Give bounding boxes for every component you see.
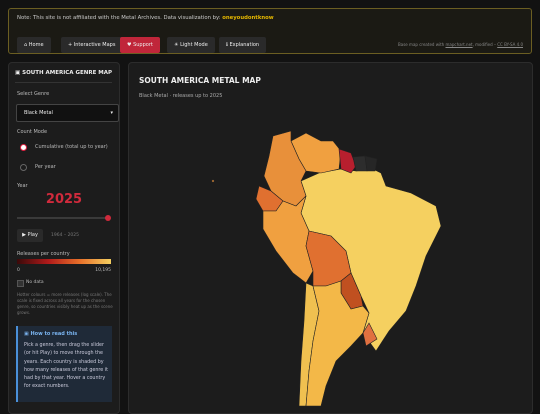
link[interactable]: mapchart.net <box>445 42 473 47</box>
banner-note: Note: This site is not affiliated with t… <box>17 15 274 21</box>
t: Black Metal <box>24 110 53 116</box>
label: Count Mode <box>17 129 48 135</box>
genre-select[interactable]: Black Metal ▾ <box>16 104 119 122</box>
credit: Base map created with mapchart.net, modi… <box>398 42 523 47</box>
no-data-swatch <box>17 280 24 287</box>
nav-light[interactable]: ☀ Light Mode <box>167 37 215 53</box>
radio-label: Cumulative (total up to year) <box>35 144 108 150</box>
label: Year <box>17 183 28 189</box>
main-panel: SOUTH AMERICA METAL MAP Black Metal · re… <box>128 62 533 414</box>
t: , modified – <box>472 42 496 47</box>
author-link[interactable]: oneyoudontknow <box>222 15 274 21</box>
link[interactable]: CC BY-SA 4.0 <box>497 42 523 47</box>
map <box>211 130 442 407</box>
suriname[interactable] <box>352 155 368 172</box>
label: Explanation <box>229 42 260 48</box>
label: Releases per country <box>17 251 70 257</box>
legend-max: 10,195 <box>95 268 111 273</box>
sidebar: ▣ SOUTH AMERICA GENRE MAP Select Genre B… <box>8 62 120 414</box>
french-guiana[interactable] <box>364 155 378 172</box>
slider-thumb[interactable] <box>105 215 111 221</box>
uruguay[interactable] <box>362 322 378 347</box>
radio-label: Per year <box>35 164 56 170</box>
legend-min: 0 <box>17 268 20 273</box>
range: 1964 – 2025 <box>51 233 80 238</box>
guyana[interactable] <box>338 148 357 174</box>
info-box: ▣ How to read this Pick a genre, then dr… <box>16 326 112 402</box>
note: Hotter colours = more releases (log scal… <box>17 292 113 315</box>
label: Support <box>133 42 153 48</box>
page: Note: This site is not affiliated with t… <box>8 8 533 414</box>
play-button[interactable]: ▶ Play <box>17 229 43 242</box>
note-text: Note: This site is not affiliated with t… <box>17 15 221 21</box>
no-data-label: No data <box>26 280 44 285</box>
t: Play <box>27 232 38 238</box>
legend-gradient <box>17 259 111 264</box>
label: Interactive Maps <box>73 42 116 48</box>
label: Select Genre <box>17 91 50 97</box>
info-text: Pick a genre, then drag the slider (or h… <box>24 343 108 390</box>
label: Home <box>28 42 44 48</box>
slider-track <box>17 217 109 219</box>
argentina[interactable] <box>305 280 370 407</box>
nav-support[interactable]: ♥ Support <box>120 37 160 53</box>
radio[interactable] <box>20 144 27 151</box>
t: Base map created with <box>398 42 445 47</box>
divider <box>15 82 112 83</box>
sidebar-title: ▣ SOUTH AMERICA GENRE MAP <box>15 70 113 76</box>
galapagos <box>211 179 215 183</box>
info-title: ▣ How to read this <box>24 331 78 337</box>
radio[interactable] <box>20 164 27 171</box>
nav-explain[interactable]: ℹ Explanation <box>219 37 267 53</box>
label: Light Mode <box>180 42 208 48</box>
year-value: 2025 <box>45 192 83 207</box>
t: SOUTH AMERICA GENRE MAP <box>22 70 113 76</box>
main-title: SOUTH AMERICA METAL MAP <box>139 76 261 85</box>
nav-home[interactable]: ⌂ Home <box>17 37 51 53</box>
banner: Note: This site is not affiliated with t… <box>8 8 532 54</box>
main-subtitle: Black Metal · releases up to 2025 <box>139 93 223 99</box>
nav-maps[interactable]: + Interactive Maps <box>61 37 123 53</box>
t: How to read this <box>30 331 78 337</box>
